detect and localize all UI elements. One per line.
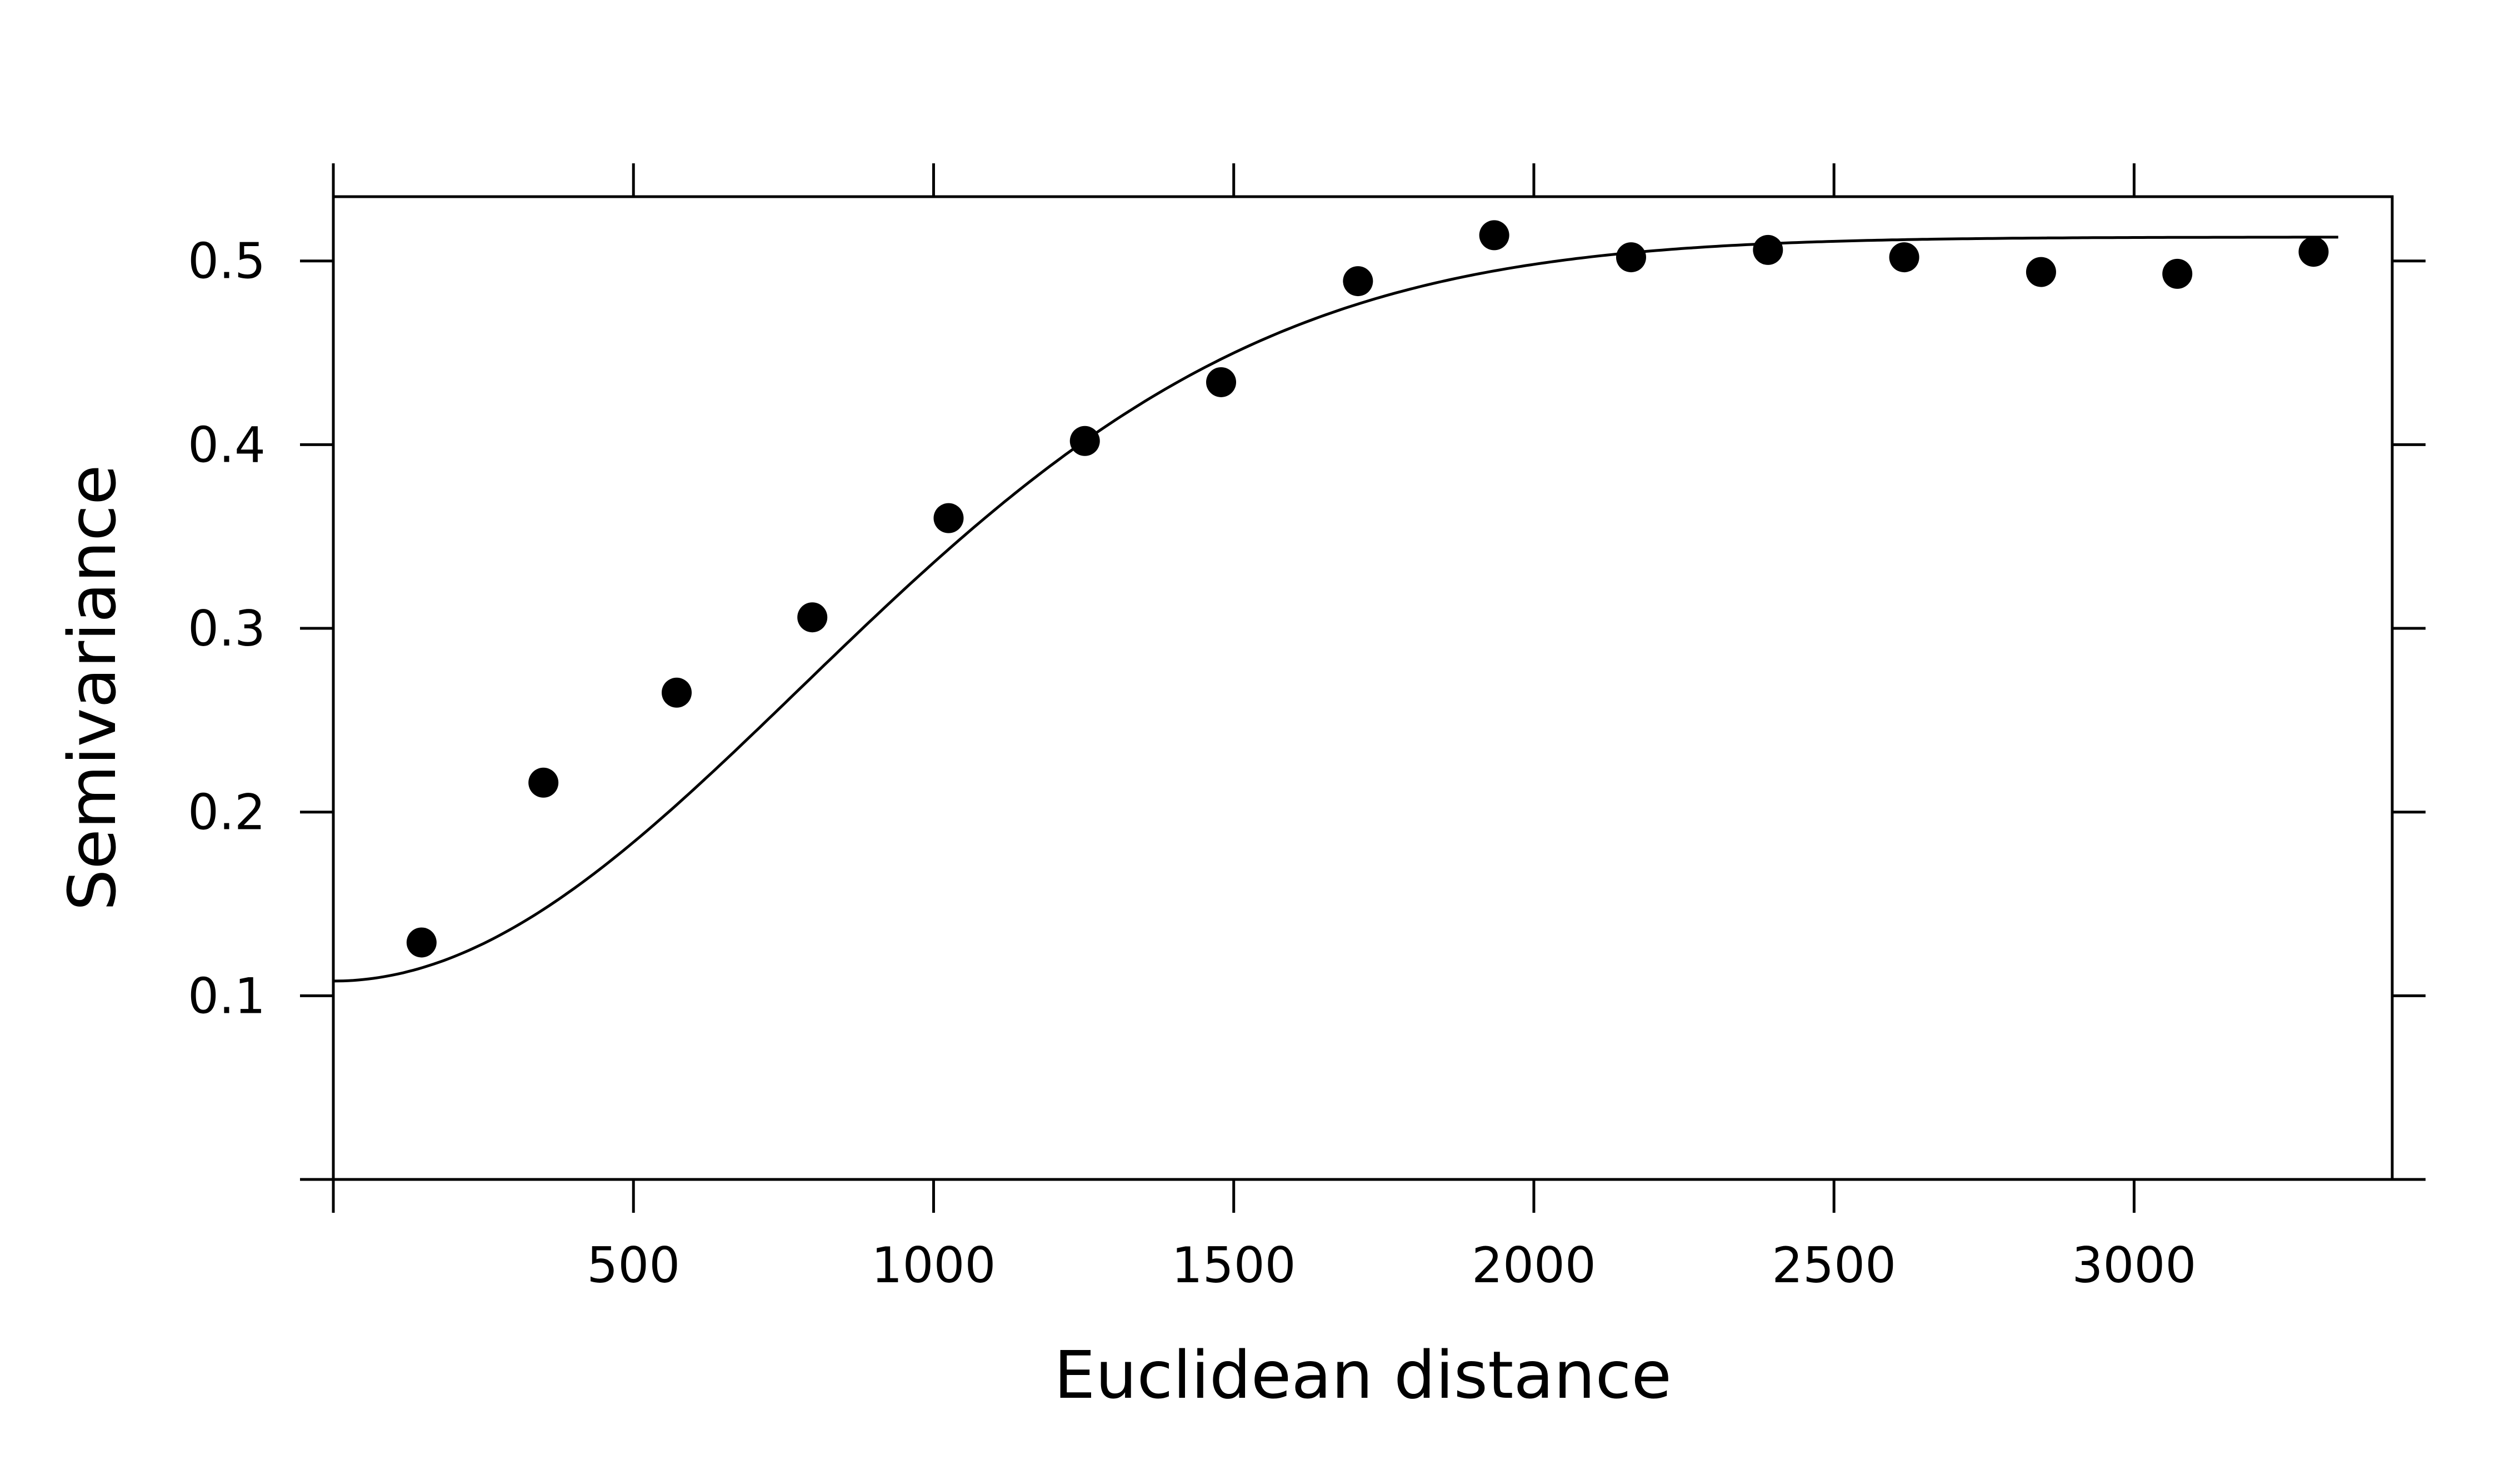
y-tick-label: 0.5	[188, 233, 266, 290]
data-point	[1479, 220, 1509, 251]
x-tick-label: 2000	[1472, 1237, 1596, 1294]
x-axis-ticks: 500 1000 1500 2000 2500 3000	[332, 163, 2196, 1294]
data-point	[1343, 266, 1373, 297]
data-point	[528, 767, 559, 798]
data-point	[1069, 426, 1100, 456]
x-tick-label: 500	[587, 1237, 680, 1294]
data-point	[406, 927, 437, 958]
data-point	[1753, 234, 1783, 265]
y-tick-label: 0.3	[188, 600, 266, 657]
plot-frame	[332, 195, 2394, 1181]
x-axis-title: Euclidean distance	[1054, 1337, 1672, 1413]
y-tick-label: 0.1	[188, 967, 266, 1024]
x-tick-label: 1500	[1172, 1237, 1296, 1294]
x-tick-label: 1000	[871, 1237, 996, 1294]
y-axis-title: Semivariance	[54, 464, 131, 911]
data-point	[2026, 257, 2056, 287]
data-point	[1889, 242, 1919, 273]
semivariance-points	[406, 220, 2329, 958]
data-point	[2162, 258, 2193, 289]
y-tick-label: 0.4	[188, 416, 266, 473]
data-point	[1206, 367, 1237, 397]
data-point	[797, 602, 828, 633]
fitted-variogram-curve	[333, 236, 2338, 983]
data-point	[933, 503, 964, 533]
x-tick-label: 2500	[1772, 1237, 1896, 1294]
data-point	[662, 677, 692, 708]
data-point	[2298, 237, 2329, 267]
data-point	[1616, 242, 1646, 273]
y-axis-ticks: 0.1 0.2 0.3 0.4 0.5	[188, 233, 2426, 1181]
y-tick-label: 0.2	[188, 784, 266, 841]
x-tick-label: 3000	[2072, 1237, 2196, 1294]
